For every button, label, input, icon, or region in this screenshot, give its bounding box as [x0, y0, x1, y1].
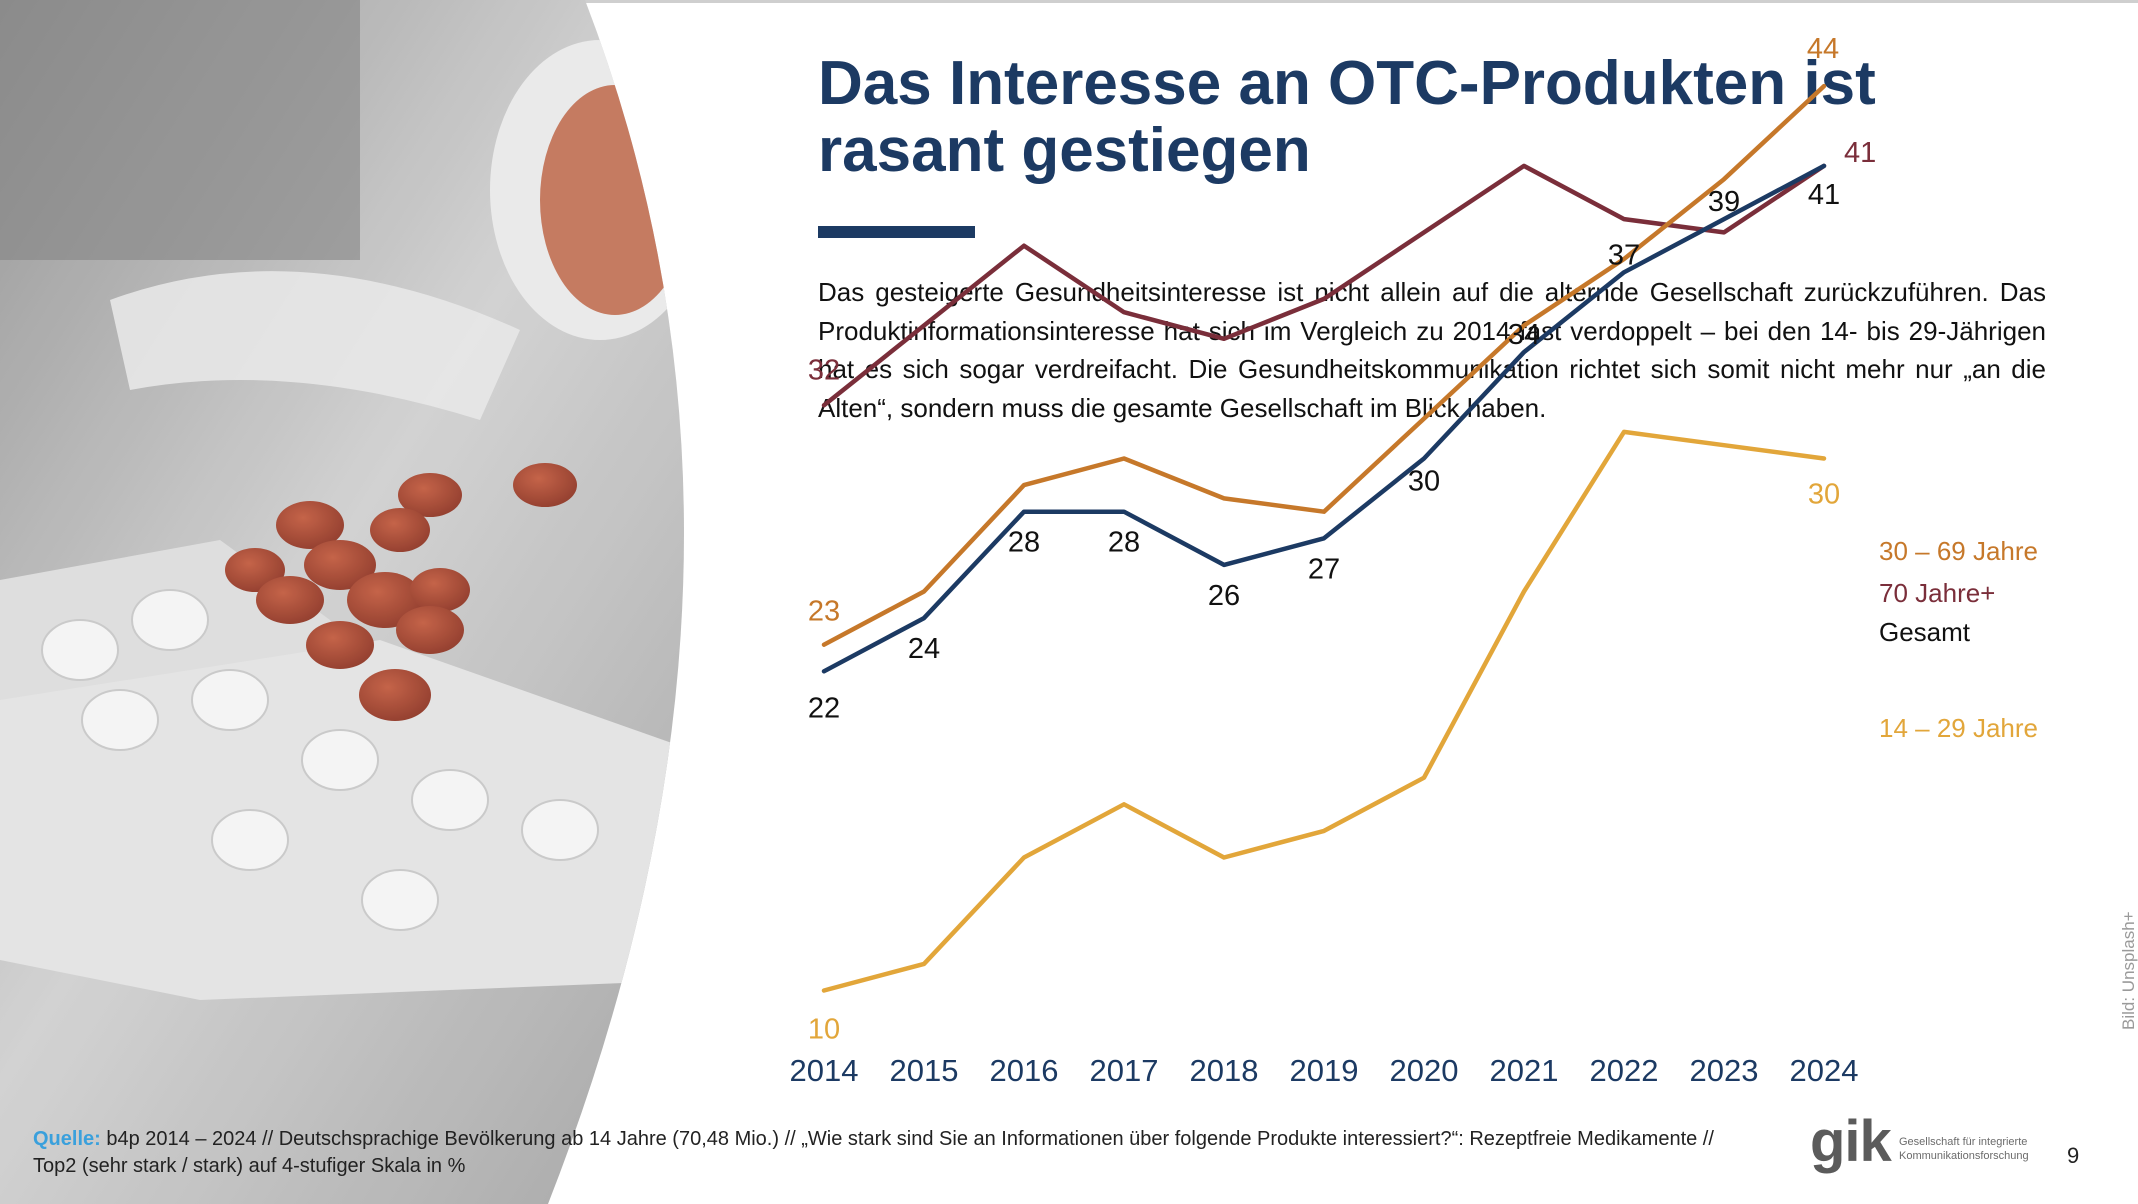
x-tick-label: 2015	[890, 1053, 959, 1088]
legend-label-70-jahre: 70 Jahre+	[1879, 578, 1995, 608]
top-border	[0, 0, 2138, 3]
series-line-70-jahre	[821, 163, 1827, 408]
series-line-14-29-jahre	[821, 429, 1827, 993]
legend-label-14-29-jahre: 14 – 29 Jahre	[1879, 713, 2038, 743]
gik-logo: gik Gesellschaft für integrierte Kommuni…	[1810, 1112, 2060, 1178]
pills-photo	[0, 0, 684, 1204]
x-tick-label: 2019	[1290, 1053, 1359, 1088]
x-tick-label: 2016	[990, 1053, 1059, 1088]
x-tick-label: 2020	[1390, 1053, 1459, 1088]
data-label: 34	[1508, 319, 1540, 351]
data-label: 37	[1608, 239, 1640, 271]
data-label: 41	[1808, 179, 1840, 211]
source-note: Quelle: b4p 2014 – 2024 // Deutschsprach…	[33, 1126, 1753, 1180]
data-label: 30	[1408, 466, 1440, 498]
data-label: 22	[808, 692, 840, 724]
data-label: 23	[808, 596, 840, 628]
x-tick-label: 2024	[1790, 1053, 1859, 1088]
data-label: 26	[1208, 580, 1240, 612]
data-label: 39	[1708, 186, 1740, 218]
source-text: b4p 2014 – 2024 // Deutschsprachige Bevö…	[33, 1128, 1714, 1177]
x-tick-label: 2014	[790, 1053, 859, 1088]
data-label: 24	[908, 633, 940, 665]
data-label: 41	[1844, 137, 1876, 169]
data-label: 30	[1808, 479, 1840, 511]
x-tick-label: 2017	[1090, 1053, 1159, 1088]
data-label: 28	[1008, 527, 1040, 559]
data-label: 32	[808, 354, 840, 386]
data-label: 10	[808, 1014, 840, 1046]
x-tick-label: 2022	[1590, 1053, 1659, 1088]
x-tick-label: 2021	[1490, 1053, 1559, 1088]
legend-label-gesamt: Gesamt	[1879, 617, 1971, 647]
title-underline	[818, 226, 975, 238]
x-tick-label: 2018	[1190, 1053, 1259, 1088]
source-label: Quelle:	[33, 1128, 101, 1150]
legend-label-30-69-jahre: 30 – 69 Jahre	[1879, 536, 2038, 566]
series-line-gesamt	[821, 163, 1827, 674]
image-credit: Bild: Unsplash+	[2119, 911, 2138, 1030]
page-title: Das Interesse an OTC-Produkten ist rasan…	[818, 49, 1876, 185]
data-label: 28	[1108, 527, 1140, 559]
x-tick-label: 2023	[1690, 1053, 1759, 1088]
data-label: 44	[1807, 33, 1839, 65]
logo-mark: gik	[1810, 1109, 1892, 1174]
page-number: 9	[2067, 1143, 2080, 1168]
data-label: 27	[1308, 553, 1340, 585]
series-line-30-69-jahre	[821, 83, 1827, 647]
logo-tagline: Gesellschaft für integrierte Kommunikati…	[1899, 1136, 2029, 1162]
